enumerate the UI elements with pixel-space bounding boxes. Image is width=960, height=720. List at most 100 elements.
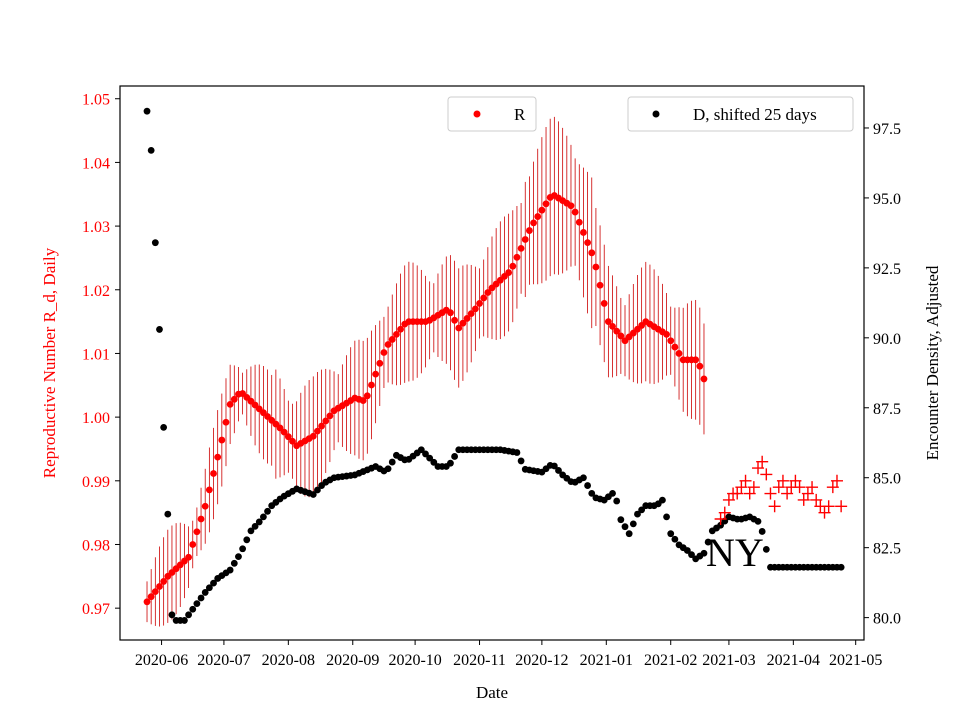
r-point bbox=[222, 418, 230, 426]
d-point bbox=[189, 605, 197, 613]
plot-frame bbox=[119, 85, 865, 641]
r-late-point bbox=[835, 500, 848, 513]
d-point bbox=[555, 467, 562, 474]
r-late-series bbox=[714, 455, 848, 526]
state-annotation: NY bbox=[706, 530, 764, 575]
d-point bbox=[235, 553, 242, 561]
x-tick-label: 2021-01 bbox=[580, 652, 633, 669]
left-tick-label: 1.03 bbox=[82, 219, 110, 236]
x-tick-label: 2020-10 bbox=[388, 652, 441, 669]
d-point bbox=[659, 496, 666, 504]
r-point bbox=[193, 528, 201, 536]
left-tick-label: 1.00 bbox=[82, 410, 110, 427]
d-point bbox=[609, 489, 616, 497]
r-point bbox=[205, 486, 213, 494]
x-tick-label: 2021-02 bbox=[644, 652, 697, 669]
d-point bbox=[230, 559, 238, 567]
r-point bbox=[484, 289, 492, 296]
r-point bbox=[596, 281, 604, 289]
left-tick-label: 0.99 bbox=[82, 474, 110, 491]
r-point bbox=[197, 515, 205, 523]
r-point bbox=[517, 244, 525, 252]
d-point bbox=[430, 458, 438, 466]
left-axis-label: Reproductive Number R_d, Daily bbox=[40, 247, 59, 478]
r-point bbox=[692, 356, 700, 364]
d-point bbox=[422, 450, 429, 458]
d-point bbox=[143, 107, 151, 115]
r-point bbox=[359, 397, 367, 404]
r-point bbox=[505, 269, 513, 276]
r-point bbox=[447, 309, 454, 317]
d-point bbox=[264, 507, 271, 515]
d-point bbox=[588, 489, 596, 497]
r-point bbox=[471, 305, 479, 313]
legend-r-marker bbox=[473, 110, 481, 118]
r-late-point bbox=[743, 487, 756, 500]
x-tick-label: 2020-12 bbox=[515, 652, 568, 669]
d-point bbox=[210, 579, 217, 587]
r-point bbox=[218, 436, 226, 444]
r-point bbox=[567, 202, 575, 210]
d-series bbox=[143, 107, 845, 624]
d-point bbox=[226, 566, 234, 574]
x-tick-label: 2020-11 bbox=[453, 652, 506, 669]
right-axis-label: Encounter Density, Adjusted bbox=[923, 265, 942, 460]
d-point bbox=[663, 513, 670, 521]
r-point bbox=[513, 253, 521, 261]
x-tick-label: 2021-04 bbox=[767, 652, 820, 669]
d-point bbox=[621, 523, 629, 531]
r-point bbox=[318, 422, 325, 430]
r-point bbox=[322, 417, 330, 425]
r-late-point bbox=[789, 474, 802, 487]
right-tick-label: 95.0 bbox=[873, 191, 901, 208]
r-late-point bbox=[764, 487, 777, 500]
d-point bbox=[239, 545, 247, 553]
x-tick-label: 2020-06 bbox=[135, 652, 188, 669]
right-tick-label: 82.5 bbox=[873, 541, 901, 558]
right-tick-label: 97.5 bbox=[873, 121, 901, 138]
r-point bbox=[609, 322, 616, 330]
r-point bbox=[538, 206, 546, 214]
left-tick-label: 1.04 bbox=[82, 155, 110, 172]
d-point bbox=[309, 491, 317, 498]
r-point bbox=[326, 412, 334, 420]
r-late-point bbox=[781, 487, 794, 500]
r-point bbox=[480, 294, 488, 302]
r-point bbox=[604, 318, 612, 326]
r-point bbox=[534, 213, 542, 220]
r-point bbox=[584, 239, 591, 247]
r-point bbox=[617, 332, 625, 340]
d-point bbox=[181, 617, 188, 624]
r-point bbox=[189, 541, 197, 548]
r-point bbox=[226, 400, 234, 408]
r-late-point bbox=[747, 481, 760, 494]
r-point bbox=[663, 330, 670, 338]
legend-r: R bbox=[447, 96, 537, 132]
d-point bbox=[671, 535, 679, 543]
d-point bbox=[625, 530, 633, 538]
d-point bbox=[147, 146, 155, 154]
d-point bbox=[168, 611, 176, 619]
r-point bbox=[592, 263, 600, 271]
d-point bbox=[667, 530, 675, 538]
r-late-point bbox=[806, 481, 819, 494]
d-point bbox=[704, 538, 712, 546]
d-point bbox=[388, 458, 396, 466]
left-axis: 0.97 0.98 0.99 1.00 1.01 1.02 1.03 1.04 1.05 bbox=[82, 92, 120, 618]
r-point bbox=[476, 300, 483, 307]
r-late-point bbox=[801, 487, 814, 500]
r-late-point bbox=[752, 462, 765, 475]
r-point bbox=[147, 593, 155, 601]
d-point bbox=[314, 486, 321, 494]
r-point bbox=[230, 395, 238, 403]
d-point bbox=[447, 459, 454, 467]
d-point bbox=[638, 506, 646, 514]
r-point bbox=[588, 249, 596, 257]
d-point bbox=[451, 453, 458, 460]
right-tick-label: 92.5 bbox=[873, 261, 901, 278]
d-point bbox=[255, 518, 263, 526]
r-point bbox=[384, 341, 392, 348]
r-point bbox=[467, 310, 475, 318]
d-point bbox=[837, 563, 845, 571]
